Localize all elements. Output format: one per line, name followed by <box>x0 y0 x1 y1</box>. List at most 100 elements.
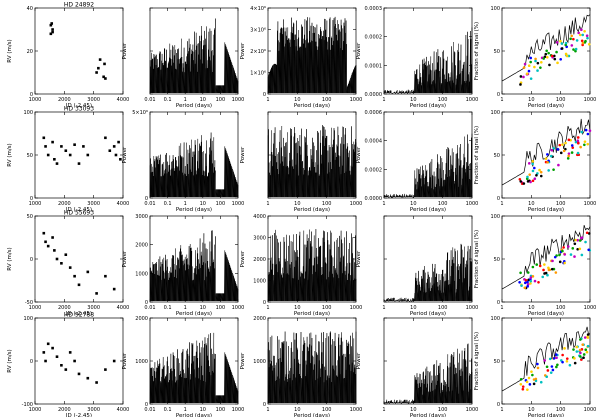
fraction-point <box>518 280 521 284</box>
fraction-point <box>531 160 535 163</box>
x-tick-label: 4000 <box>117 201 130 207</box>
data-point <box>77 283 81 287</box>
fraction-point <box>579 355 582 358</box>
fraction-point <box>588 129 592 132</box>
y-tick-label: 100 <box>490 316 500 322</box>
y-tick-label: 0.0000 <box>365 92 383 98</box>
fraction-point <box>533 65 536 69</box>
fraction-point <box>571 247 575 250</box>
data-point <box>42 136 46 140</box>
x-tick-label: 3000 <box>87 407 100 413</box>
data-point <box>95 381 98 384</box>
data-point <box>46 153 50 157</box>
fraction-point <box>564 52 568 56</box>
x-axis-label: Period (days) <box>294 103 330 109</box>
y-tick-label: 4000 <box>253 214 266 220</box>
fraction-point <box>583 143 586 147</box>
fraction-point <box>556 363 559 367</box>
panel-r0c0: 1000 2000 3000 4000 40 20 0 JD (-2.45) RV (m/s) H… <box>7 2 129 110</box>
data-point <box>55 257 59 261</box>
fraction-point <box>544 157 548 160</box>
fraction-point <box>577 141 580 145</box>
y-tick-label: -50 <box>25 300 33 306</box>
x-tick-label: 100 <box>322 97 332 103</box>
data-point <box>103 62 106 66</box>
fraction-point <box>584 128 588 132</box>
x-tick-label: 100 <box>216 305 226 311</box>
plot-frame <box>34 215 124 303</box>
fraction-point <box>559 57 563 61</box>
x-axis-label: Period (days) <box>294 413 330 417</box>
panel-r1c3: 1 10 100 1000 0.0006 0.0004 0.0002 0.0000 Period… <box>356 110 478 213</box>
y-tick-label: 1000 <box>135 359 148 365</box>
fraction-point <box>529 56 533 60</box>
x-tick-label: 10 <box>294 201 300 207</box>
y-axis-label: RV (m/s) <box>7 349 13 372</box>
y-axis-label: Power <box>356 250 362 267</box>
fraction-point <box>523 281 527 285</box>
y-tick-label: 0 <box>497 196 500 202</box>
y-tick-label: 40 <box>27 6 33 12</box>
fraction-point <box>550 267 554 271</box>
y-tick-label: 20 <box>27 49 33 55</box>
y-tick-label: 1×10⁶ <box>250 71 266 77</box>
fraction-point <box>549 154 553 158</box>
x-tick-label: 100 <box>556 97 566 103</box>
data-point <box>64 368 68 371</box>
fraction-point <box>547 268 551 272</box>
x-tick-label: 10 <box>410 201 416 207</box>
x-tick-label: 1000 <box>350 407 363 413</box>
fraction-point <box>585 350 589 354</box>
x-tick-label: 100 <box>556 201 566 207</box>
x-tick-label: 100 <box>216 407 226 413</box>
signal-line <box>501 224 591 290</box>
fraction-point <box>553 57 557 61</box>
x-tick-label: 2000 <box>58 97 71 103</box>
panel-r2c0: 1000 2000 3000 4000 50 0 -50 JD (-2.45) RV (m/s)… <box>7 210 129 318</box>
fraction-point <box>562 246 565 249</box>
fraction-point <box>575 350 579 353</box>
fraction-point <box>552 168 555 171</box>
fraction-point <box>580 130 584 134</box>
x-axis-label: Period (days) <box>294 207 330 213</box>
x-tick-label: 1 <box>184 305 187 311</box>
fraction-point <box>583 336 587 339</box>
fraction-point <box>586 36 589 40</box>
fraction-point <box>556 148 560 151</box>
fraction-point <box>526 175 529 179</box>
fraction-point <box>526 283 530 286</box>
fraction-point <box>551 368 555 372</box>
fraction-point <box>524 278 528 282</box>
fraction-point <box>586 344 590 348</box>
panel-r3c1: 0.01 0.1 1 10 100 1000 2000 1000 0 Period (days) P… <box>122 316 244 417</box>
fraction-point <box>549 371 553 374</box>
data-point <box>119 158 122 161</box>
fraction-point <box>563 347 566 350</box>
signal-line <box>501 118 591 186</box>
fraction-point <box>578 33 582 37</box>
x-axis-label: Period (days) <box>528 103 564 109</box>
fraction-point <box>576 238 580 242</box>
x-tick-label: 1 <box>500 97 503 103</box>
x-tick-label: 10 <box>294 407 300 413</box>
fraction-point <box>573 255 576 258</box>
fraction-point <box>534 379 538 383</box>
fraction-point <box>555 41 559 44</box>
panel-r2c4: 1 10 100 1000 100 50 0 Period (days) Fraction of… <box>474 214 596 317</box>
panel-r2c1: 0.01 0.1 1 10 100 1000 3000 2000 1000 0 Period (da… <box>122 214 244 317</box>
fraction-point <box>580 358 583 361</box>
x-tick-label: 1 <box>382 305 385 311</box>
fraction-point <box>565 54 569 58</box>
fraction-point <box>539 66 542 69</box>
x-tick-label: 0.01 <box>144 407 155 413</box>
fraction-point <box>570 44 574 47</box>
fraction-point <box>538 264 542 268</box>
x-tick-label: 10 <box>410 97 416 103</box>
x-axis-label: Period (days) <box>528 311 564 317</box>
fraction-point <box>518 177 522 181</box>
fraction-point <box>551 259 554 263</box>
fraction-point <box>573 361 577 365</box>
fraction-point <box>555 50 558 54</box>
fraction-point <box>558 253 561 257</box>
